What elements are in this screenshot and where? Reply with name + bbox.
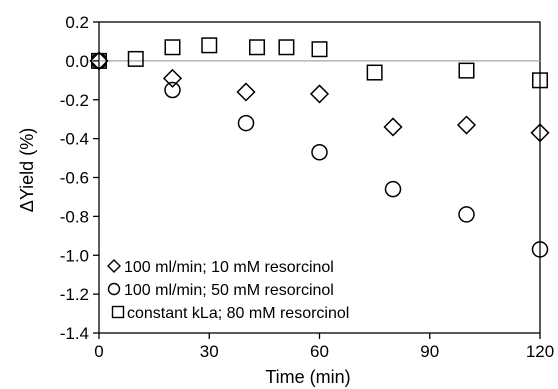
diamond-point	[236, 82, 256, 102]
y-tick-label: -1.0	[60, 246, 89, 265]
x-tick-label: 90	[420, 342, 439, 361]
x-tick-label: 0	[94, 342, 103, 361]
circle-point	[237, 114, 255, 132]
x-tick-label: 30	[200, 342, 219, 361]
x-tick-label: 60	[310, 342, 329, 361]
legend-entry: 100 ml/min; 10 mM resorcinol	[124, 259, 334, 276]
square-point	[311, 41, 328, 58]
square-point	[366, 64, 383, 81]
square-point	[278, 39, 295, 56]
x-tick-label: 120	[526, 342, 554, 361]
diamond-point	[456, 115, 477, 135]
y-tick-label: -1.2	[60, 285, 89, 304]
data-points	[89, 37, 550, 258]
diamond-point	[309, 84, 330, 104]
x-axis: 0 30 60 90 120	[94, 333, 554, 361]
circle-point	[531, 241, 549, 258]
y-tick-label: -0.4	[60, 130, 89, 149]
legend-circle-marker	[107, 282, 121, 296]
legend-square-marker	[111, 305, 125, 319]
x-axis-title: Time (min)	[265, 367, 350, 387]
square-point	[91, 52, 107, 69]
square-point	[201, 37, 218, 54]
y-tick-label: -0.2	[60, 91, 89, 110]
y-tick-label: -0.8	[60, 207, 89, 226]
y-tick-label: -0.6	[60, 169, 89, 188]
legend-entry: constant kLa; 80 mM resorcinol	[127, 305, 349, 322]
circle-point	[311, 143, 328, 161]
circle-point	[384, 180, 402, 198]
y-tick-label: -1.4	[60, 324, 89, 343]
y-axis: 0.2 0.0 -0.2 -0.4 -0.6 -0.8 -1.0 -1.2 -1.4	[60, 13, 99, 343]
diamond-point	[162, 68, 183, 88]
circle-point	[164, 81, 181, 99]
square-point	[249, 39, 266, 56]
square-point	[127, 50, 144, 67]
legend-entry: 100 ml/min; 50 mM resorcinol	[124, 282, 334, 299]
legend: 100 ml/min; 10 mM resorcinol 100 ml/min; …	[107, 259, 349, 322]
diamond-point	[530, 123, 550, 143]
square-point	[532, 72, 548, 89]
y-tick-label: 0.2	[65, 13, 89, 32]
y-tick-label: 0.0	[65, 52, 89, 71]
y-axis-title: ΔYield (%)	[17, 128, 37, 212]
square-point	[164, 39, 181, 56]
diamond-point	[89, 51, 109, 71]
square-point	[458, 62, 475, 79]
diamond-point	[383, 117, 403, 137]
circle-point	[458, 206, 475, 223]
legend-diamond-marker	[107, 259, 121, 273]
